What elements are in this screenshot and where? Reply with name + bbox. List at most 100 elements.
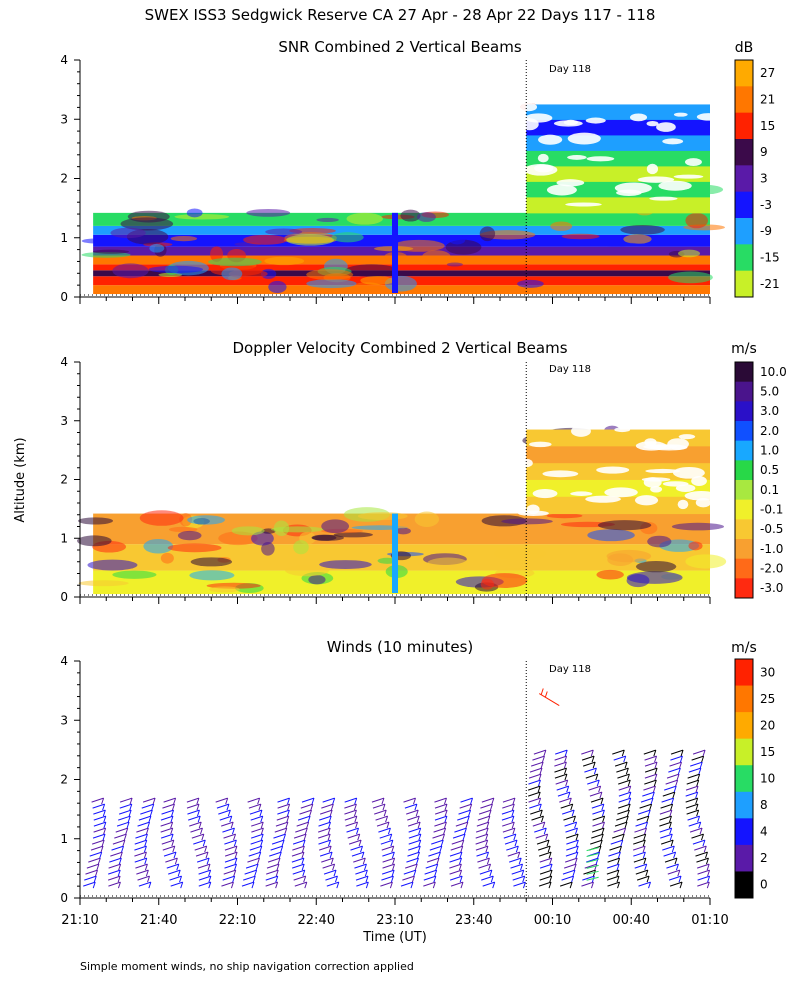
wind-barb-shaft [533,749,547,755]
wind-barb-flag [628,785,632,793]
colorbar-level-label: 10.0 [760,365,787,379]
wind-barb-flag [118,857,122,865]
wind-barb-flag [355,821,359,829]
wind-barb-shaft [354,863,367,869]
wind-barb-flag [539,767,543,775]
wind-barb-flag [101,797,105,805]
colorbar-level-label: 0.5 [760,463,779,477]
wind-barb-flag [259,845,263,853]
wind-barb-shaft [135,833,148,839]
wind-barb-shaft [616,815,629,821]
wind-barb-shaft [636,815,649,821]
wind-barb-flag [486,857,490,865]
wind-barb-flag [459,857,462,865]
snr-panel-title: SNR Combined 2 Vertical Beams [278,38,521,56]
wind-barb-flag [486,851,489,859]
heatmap-upper-band [526,104,710,121]
wind-barb-flag [170,815,174,823]
wind-barb-flag [619,845,622,853]
heatmap-blob [87,559,138,571]
colorbar-swatch [735,270,753,298]
snr-colorbar-unit: dB [735,40,754,56]
wind-barb-flag [647,809,651,817]
wind-barb-shaft [292,863,305,869]
wind-barb-shaft [344,815,357,821]
wind-barb-flag [646,815,650,823]
wind-barb-shaft [638,809,651,815]
wind-barb-flag [699,761,703,769]
wind-barb-shaft [592,821,605,827]
wind-barb-shaft [564,857,578,863]
heatmap-blob [357,512,408,521]
heatmap-blob [345,264,399,277]
heatmap-blob [78,580,129,587]
heatmap-blob [321,519,350,534]
wind-barb-flag [599,839,603,847]
colorbar-level-label: -2.0 [760,562,783,576]
wind-barb-flag [677,869,681,877]
wind-barb-shaft [562,869,576,875]
wind-barb-flag [488,809,492,817]
heatmap-blob [590,242,643,247]
wind-barb-shaft [502,797,516,803]
wind-barb-flag [275,869,279,877]
x-tick-label: 21:40 [140,913,177,928]
wind-barb-shaft [452,833,466,839]
heatmap-gap [596,466,630,474]
wind-barb-shaft [477,815,491,821]
wind-barb-shaft [669,761,682,767]
wind-barb-shaft [249,809,263,815]
wind-barb-flag [706,881,710,889]
wind-barb-flag [485,839,489,847]
wind-barb-shaft [667,869,680,875]
heatmap-blob [501,518,553,525]
wind-barb-shaft [583,869,596,875]
wind-barb-flag [520,863,524,871]
wind-barb-flag [699,827,703,835]
wind-barb-flag [260,839,264,847]
wind-barb-flag [628,791,632,799]
colorbar-level-label: 3.0 [760,404,779,418]
wind-barb-shaft [216,803,230,809]
wind-barb-flag [669,827,673,835]
wind-barb-shaft [665,779,678,785]
wind-barb-flag [436,857,440,865]
wind-barb-shaft [659,809,673,815]
wind-barb-flag [444,815,448,823]
wind-barb-shaft [376,821,390,827]
wind-barb-flag [707,869,711,877]
heatmap-blob [92,249,130,254]
wind-barb-flag [626,809,630,817]
wind-barb-shaft [692,839,706,845]
wind-barb-high-flag [544,691,548,698]
wind-barb-shaft [539,875,552,881]
wind-barb-flag [696,779,700,787]
x-tick-label: 21:10 [61,913,98,928]
wind-barb-shaft [292,869,305,875]
wind-barb-flag [668,815,672,823]
wind-barb-shaft [592,815,605,821]
heatmap-blob [260,268,277,279]
wind-barb-shaft [564,821,577,827]
wind-barb-shaft [481,875,494,881]
wind-barb-shaft [325,875,338,881]
wind-barb-flag [353,803,357,811]
wind-barb-shaft [88,857,101,863]
wind-barb-shaft [86,863,100,869]
wind-barb-flag [540,815,544,823]
wind-barb-shaft [344,809,357,815]
wind-barb-flag [439,845,443,853]
wind-barb-flag [277,857,281,865]
wind-barb-shaft [375,815,388,821]
wind-barb-flag [381,797,385,805]
wind-barb-shaft [344,797,357,803]
wind-barb-shaft [478,809,492,815]
wind-barb-high-flag [540,688,544,695]
wind-barb-shaft [691,755,704,761]
wind-barb-shaft [618,785,631,791]
colorbar-level-label: -3.0 [760,581,783,595]
heatmap-gap [571,425,591,437]
wind-barb-flag [512,827,516,835]
colorbar-swatch [735,460,753,481]
wind-barb-shaft [142,797,156,803]
